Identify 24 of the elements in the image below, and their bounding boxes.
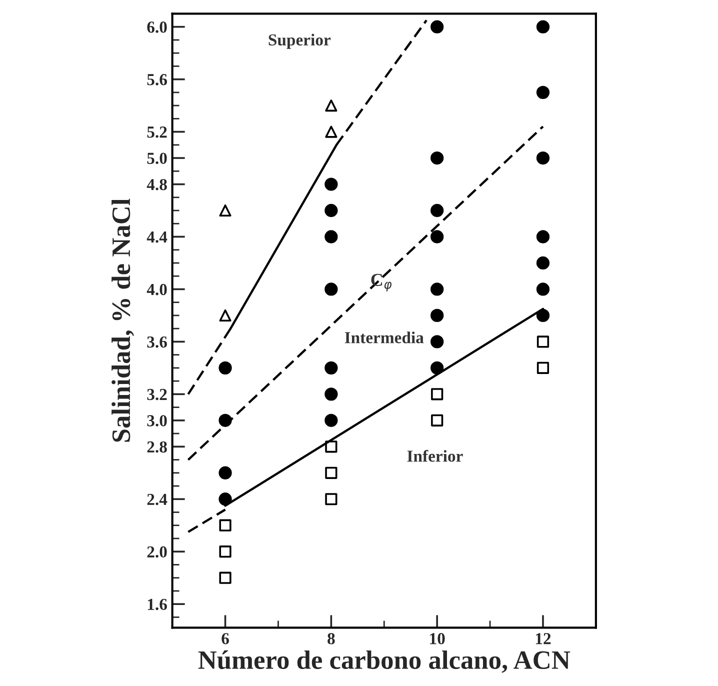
x-tick-label: 8 — [328, 633, 335, 644]
y-tick-label: 5.0 — [147, 152, 167, 164]
y-axis-title: Salinidad, % de NaCl — [112, 198, 134, 442]
annotation: C$_{φ}$ — [371, 274, 392, 292]
y-tick-label: 4.8 — [146, 178, 167, 190]
y-tick-label: 2.4 — [147, 494, 168, 506]
y-tick-label: 3.2 — [147, 388, 167, 400]
y-tick-label: 1.6 — [148, 598, 167, 610]
y-tick-label: 6.0 — [147, 22, 167, 33]
annotation: Superior — [268, 34, 331, 49]
y-tick-label: 5.2 — [147, 126, 167, 138]
x-tick-label: 12 — [536, 633, 551, 644]
x-tick-label: 6 — [222, 633, 229, 644]
x-axis-title: Número de carbono alcano, ACN — [198, 650, 570, 673]
y-tick-label: 2.8 — [147, 441, 167, 453]
annotation: Inferior — [407, 450, 463, 462]
y-tick-label: 4.0 — [146, 284, 167, 296]
y-tick-label: 5.6 — [147, 74, 167, 86]
x-tick-label: 10 — [430, 633, 445, 644]
y-tick-label: 2.0 — [147, 546, 167, 558]
y-tick-label: 3.0 — [147, 415, 167, 426]
annotation: Intermedia — [344, 332, 424, 344]
y-tick-label: 3.6 — [147, 336, 167, 348]
y-tick-label: 4.4 — [146, 232, 168, 243]
